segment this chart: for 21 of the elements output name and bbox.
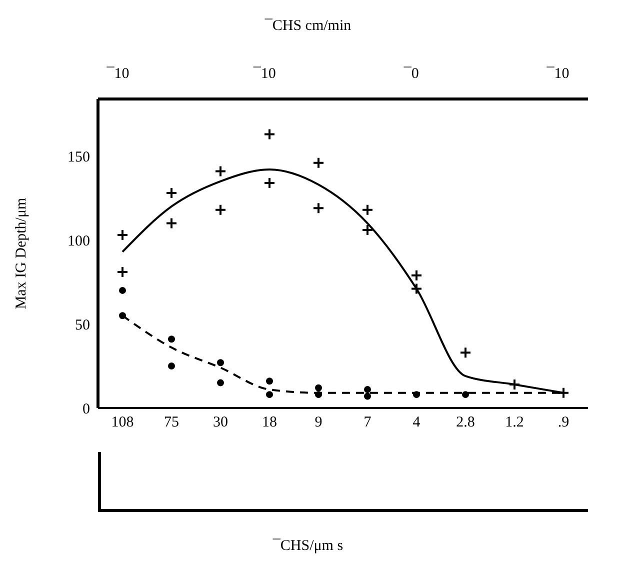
y-tick-label: 50: [75, 317, 90, 334]
y-axis-title: Max IG Depth/μm: [13, 197, 30, 310]
x-tick-label: 30: [213, 414, 228, 431]
y-tick-label: 150: [68, 149, 90, 166]
text: ¯10: [106, 66, 130, 83]
x-tick-label: 9: [314, 414, 322, 431]
y-tick-label: 0: [82, 401, 90, 418]
x-tick-label: 108: [111, 414, 134, 431]
x-tick-label: 2.8: [456, 414, 475, 431]
x-tick-label: 7: [364, 414, 372, 431]
text: ¯10: [252, 66, 277, 83]
x-tick-label: 18: [262, 414, 277, 431]
text: ¯CHS cm/min: [264, 18, 352, 35]
x-tick-label: 75: [164, 414, 179, 431]
x-tick-label: 1.2: [505, 414, 524, 431]
text: ¯10: [546, 66, 570, 83]
y-tick-label: 100: [68, 233, 90, 250]
x-tick-label: .9: [558, 414, 570, 431]
x-tick-label: 4: [412, 414, 421, 431]
text: ¯0: [402, 66, 420, 83]
text: ¯CHS/μm s: [272, 538, 344, 555]
